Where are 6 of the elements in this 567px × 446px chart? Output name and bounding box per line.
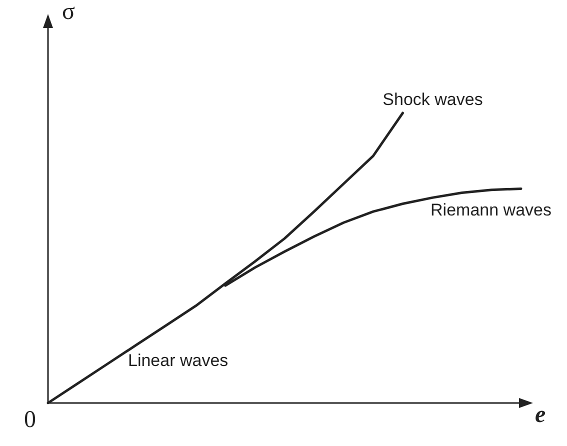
series-label: Shock waves xyxy=(382,90,483,109)
text: 0 xyxy=(24,407,36,433)
y-axis-title: σ xyxy=(62,0,75,25)
x-axis-title: e xyxy=(535,402,546,428)
series-label: Riemann waves xyxy=(430,200,552,220)
annotation: Linear waves xyxy=(128,351,228,370)
